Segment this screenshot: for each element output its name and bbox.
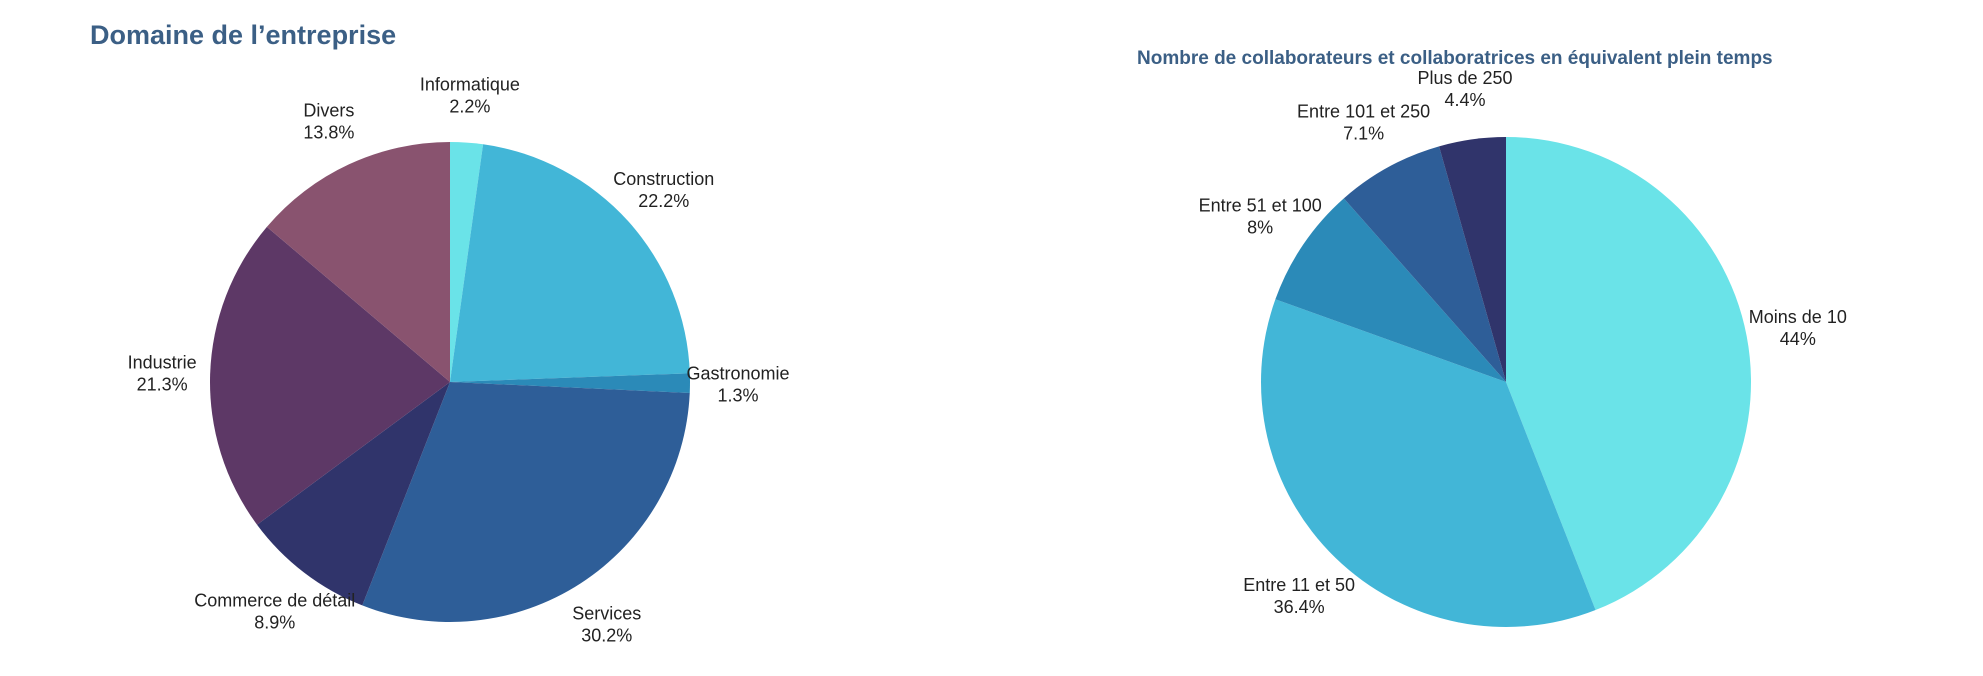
slice-label-construction: Construction 22.2%: [613, 169, 714, 211]
pie-slice-entre-51-et-100: [1275, 198, 1506, 382]
slice-label-plus-de-250: Plus de 250 4.4%: [1417, 68, 1512, 110]
slice-label-moins-de-10: Moins de 10 44%: [1749, 307, 1847, 349]
slice-label-entre-51-et-100: Entre 51 et 100 8%: [1199, 195, 1322, 237]
pie-plot-collaborateurs: Moins de 10 44% Entre 11 et 50 36.4% Entre 5…: [1199, 68, 1847, 627]
slice-label-industrie: Industrie 21.3%: [128, 352, 197, 394]
pie-slice-divers: [266, 142, 450, 382]
pie-slice-moins-de-10: [1506, 137, 1751, 611]
pie-slice-entre-101-et-250: [1343, 146, 1506, 382]
pie-slice-commerce-de-detail: [257, 382, 450, 606]
slice-label-services: Services 30.2%: [572, 604, 641, 646]
chart-title: Domaine de l’entreprise: [90, 20, 397, 50]
pie-slice-plus-de-250: [1439, 137, 1506, 382]
slice-label-entre-11-et-50: Entre 11 et 50 36.4%: [1243, 575, 1355, 617]
pie-slice-entre-11-et-50: [1261, 299, 1596, 627]
pie-slice-gastronomie: [450, 373, 691, 393]
pie-slice-construction: [450, 144, 690, 382]
slice-label-gastronomie: Gastronomie 1.3%: [686, 363, 789, 405]
pie-slice-industrie: [209, 226, 450, 525]
slice-label-commerce-de-detail: Commerce de détail 8.9%: [194, 591, 355, 633]
pie-plot-domaine: Informatique 2.2% Construction 22.2% Gastron…: [128, 75, 790, 646]
slice-label-informatique: Informatique 2.2%: [420, 75, 520, 117]
slice-label-divers: Divers 13.8%: [303, 101, 354, 143]
pie-slice-services: [362, 382, 690, 622]
chart-title: Nombre de collaborateurs et collaboratri…: [1137, 48, 1773, 69]
slice-label-entre-101-et-250: Entre 101 et 250 7.1%: [1297, 101, 1430, 143]
pie-slice-informatique: [450, 142, 484, 382]
